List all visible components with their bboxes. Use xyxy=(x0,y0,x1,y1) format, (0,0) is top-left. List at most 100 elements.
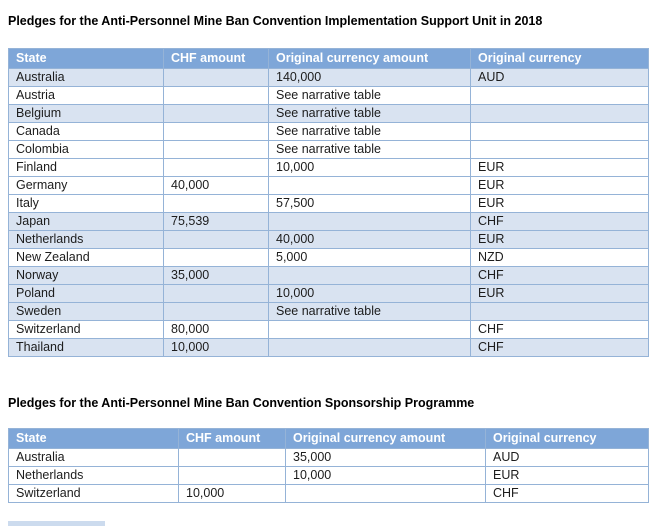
table-cell: 40,000 xyxy=(163,176,269,195)
partial-table-fragment xyxy=(8,521,105,526)
cell-state: Canada xyxy=(8,122,164,141)
table-cell xyxy=(178,466,286,485)
table-cell: 80,000 xyxy=(163,320,269,339)
column-header: CHF amount xyxy=(178,428,286,449)
cell-state: Belgium xyxy=(8,104,164,123)
table-row: Switzerland 80,000 CHF xyxy=(8,320,649,339)
cell-state: Australia xyxy=(8,68,164,87)
table-row: Australia 35,000 AUD xyxy=(8,448,649,467)
table-row: Colombia See narrative table xyxy=(8,140,649,159)
pledges-sponsorship-table: State CHF amount Original currency amount O… xyxy=(8,428,649,503)
cell-state: Colombia xyxy=(8,140,164,159)
table-cell: NZD xyxy=(470,248,649,267)
table-row: Belgium See narrative table xyxy=(8,104,649,123)
table-cell: EUR xyxy=(470,284,649,303)
table-cell xyxy=(268,266,471,285)
table-cell: 35,000 xyxy=(163,266,269,285)
table-cell: 75,539 xyxy=(163,212,269,231)
table-cell xyxy=(163,248,269,267)
cell-state: Italy xyxy=(8,194,164,213)
cell-state: Germany xyxy=(8,176,164,195)
table-row: Germany 40,000 EUR xyxy=(8,176,649,195)
table-cell xyxy=(470,104,649,123)
table-cell xyxy=(163,104,269,123)
table-row: Japan 75,539 CHF xyxy=(8,212,649,231)
table-row: Thailand 10,000 CHF xyxy=(8,338,649,357)
header-row: State CHF amount Original currency amount O… xyxy=(8,48,649,69)
table-cell xyxy=(470,122,649,141)
table-cell: See narrative table xyxy=(268,86,471,105)
cell-state: Australia xyxy=(8,448,179,467)
isu-table-title: Pledges for the Anti-Personnel Mine Ban … xyxy=(8,14,543,28)
table-cell: AUD xyxy=(485,448,649,467)
table-cell xyxy=(163,194,269,213)
table-row: Switzerland 10,000 CHF xyxy=(8,484,649,503)
table-cell: See narrative table xyxy=(268,122,471,141)
sponsorship-table-title: Pledges for the Anti-Personnel Mine Ban … xyxy=(8,396,475,410)
table-cell: EUR xyxy=(485,466,649,485)
table-row: Austria See narrative table xyxy=(8,86,649,105)
table-cell xyxy=(470,302,649,321)
table-row: Poland 10,000 EUR xyxy=(8,284,649,303)
table-cell: 10,000 xyxy=(285,466,486,485)
cell-state: Thailand xyxy=(8,338,164,357)
table-row: Canada See narrative table xyxy=(8,122,649,141)
column-header: Original currency amount xyxy=(285,428,486,449)
table-row: Australia 140,000 AUD xyxy=(8,68,649,87)
table-row: Netherlands 40,000 EUR xyxy=(8,230,649,249)
table-cell: 140,000 xyxy=(268,68,471,87)
table-row: Sweden See narrative table xyxy=(8,302,649,321)
document-page: Pledges for the Anti-Personnel Mine Ban … xyxy=(0,13,657,526)
table-cell: 40,000 xyxy=(268,230,471,249)
table-cell: 5,000 xyxy=(268,248,471,267)
table-cell xyxy=(163,140,269,159)
column-header: Original currency amount xyxy=(268,48,471,69)
table-cell: CHF xyxy=(470,266,649,285)
cell-state: Switzerland xyxy=(8,320,164,339)
column-header: Original currency xyxy=(485,428,649,449)
table-cell: See narrative table xyxy=(268,140,471,159)
table-cell: EUR xyxy=(470,176,649,195)
table-cell xyxy=(163,122,269,141)
cell-state: Netherlands xyxy=(8,230,164,249)
table-cell xyxy=(178,448,286,467)
table-cell: EUR xyxy=(470,230,649,249)
table-cell xyxy=(163,158,269,177)
table-cell: AUD xyxy=(470,68,649,87)
table-cell: 10,000 xyxy=(178,484,286,503)
table-cell: 57,500 xyxy=(268,194,471,213)
table-cell: EUR xyxy=(470,194,649,213)
cell-state: Switzerland xyxy=(8,484,179,503)
table-cell: 35,000 xyxy=(285,448,486,467)
table-cell xyxy=(268,320,471,339)
table-cell: CHF xyxy=(470,338,649,357)
table-row: Finland 10,000 EUR xyxy=(8,158,649,177)
table-cell: 10,000 xyxy=(268,284,471,303)
table-cell xyxy=(268,338,471,357)
cell-state: Netherlands xyxy=(8,466,179,485)
table-cell: 10,000 xyxy=(163,338,269,357)
table-cell xyxy=(285,484,486,503)
table-row: Netherlands 10,000 EUR xyxy=(8,466,649,485)
table-row: Italy 57,500 EUR xyxy=(8,194,649,213)
column-header: State xyxy=(8,428,179,449)
table-cell xyxy=(268,212,471,231)
table-cell xyxy=(470,86,649,105)
cell-state: Japan xyxy=(8,212,164,231)
table-cell: EUR xyxy=(470,158,649,177)
cell-state: Finland xyxy=(8,158,164,177)
column-header: CHF amount xyxy=(163,48,269,69)
table-cell xyxy=(470,140,649,159)
table-cell xyxy=(163,302,269,321)
table-cell xyxy=(163,230,269,249)
table-cell: CHF xyxy=(470,212,649,231)
table-cell: 10,000 xyxy=(268,158,471,177)
cell-state: Poland xyxy=(8,284,164,303)
table-row: New Zealand 5,000 NZD xyxy=(8,248,649,267)
table-cell: See narrative table xyxy=(268,104,471,123)
table-cell xyxy=(163,68,269,87)
cell-state: Austria xyxy=(8,86,164,105)
table-cell: See narrative table xyxy=(268,302,471,321)
column-header: State xyxy=(8,48,164,69)
pledges-isu-table: State CHF amount Original currency amount O… xyxy=(8,48,649,357)
